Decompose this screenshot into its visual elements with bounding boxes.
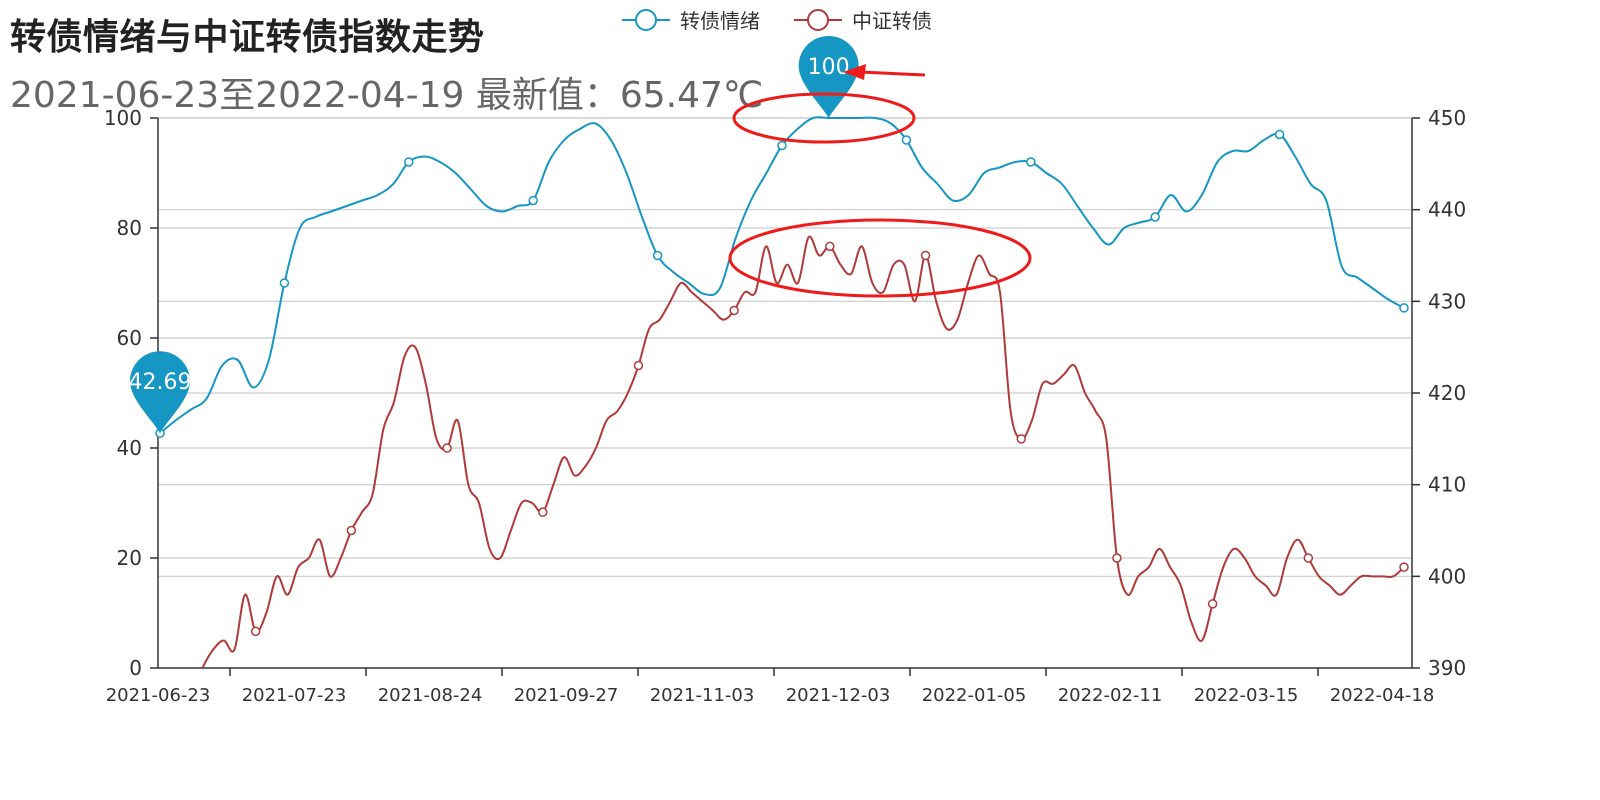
legend-label: 中证转债: [852, 9, 932, 33]
legend-marker: [807, 9, 829, 31]
y-left-tick-label: 100: [104, 106, 142, 130]
pin-shape: [798, 36, 859, 118]
pin-shape: [130, 351, 190, 434]
point-marker-sentiment: [279, 278, 290, 288]
x-tick-label: 2021-09-27: [514, 685, 619, 706]
point-marker-index: [442, 443, 452, 453]
point-marker-index: [920, 250, 931, 261]
point-marker-index: [1207, 599, 1218, 609]
x-tick-label: 2022-03-15: [1194, 685, 1299, 706]
point-marker-index: [250, 626, 261, 637]
point-marker-index: [825, 241, 835, 252]
x-tick-label: 2022-04-18: [1330, 685, 1435, 706]
pin-marker: 42.69: [129, 351, 192, 434]
point-marker-index: [346, 525, 357, 536]
legend-label: 转债情绪: [680, 9, 760, 33]
series-line-index: [201, 235, 1405, 668]
pin-marker: 100: [798, 36, 859, 118]
annotations: 42.69 100: [129, 36, 1032, 434]
pin-label: 100: [808, 55, 850, 80]
point-marker-sentiment: [1150, 212, 1160, 222]
y-right-tick-label: 430: [1428, 289, 1466, 313]
chart-subtitle: 2021-06-23至2022-04-19 最新值：65.47℃: [10, 75, 764, 116]
point-marker-sentiment: [404, 157, 414, 167]
legend[interactable]: 转债情绪 中证转债: [622, 9, 932, 33]
point-marker-sentiment: [1274, 129, 1285, 140]
y-right-tick-label: 410: [1428, 473, 1466, 497]
point-marker-sentiment: [528, 195, 538, 206]
x-tick-label: 2021-11-03: [650, 685, 755, 706]
y-right-tick-label: 390: [1428, 656, 1466, 680]
point-marker-sentiment: [901, 135, 912, 145]
arrow-head: [843, 64, 866, 80]
y-left-tick-label: 20: [117, 546, 142, 570]
y-right-tick-label: 420: [1428, 381, 1466, 405]
point-marker-index: [538, 507, 548, 517]
point-marker-index: [1399, 562, 1409, 572]
x-tick-label: 2022-02-11: [1058, 685, 1163, 706]
y-right-tick-label: 400: [1428, 564, 1466, 588]
point-marker-sentiment: [652, 250, 663, 261]
gridlines: [158, 117, 1412, 577]
point-marker-index: [729, 305, 739, 316]
point-marker-index: [1112, 553, 1122, 563]
y-right-tick-label: 450: [1428, 106, 1466, 130]
x-tick-label: 2021-07-23: [242, 685, 347, 706]
point-marker-sentiment: [777, 140, 787, 151]
pin-label: 42.69: [129, 370, 192, 395]
axes: 0 20 40 60 80 100 390 400 410 420 430 440 450 2021-06…: [104, 106, 1466, 706]
chart-title: 转债情绪与中证转债指数走势: [10, 17, 485, 58]
y-right-tick-label: 440: [1428, 198, 1466, 222]
arrow-shaft: [859, 70, 926, 77]
y-left-tick-label: 0: [129, 656, 142, 680]
legend-marker: [635, 9, 657, 31]
point-marker-index: [633, 360, 644, 371]
x-tick-label: 2021-08-24: [378, 685, 483, 706]
point-marker-index: [1016, 434, 1026, 444]
highlight-ellipse-peak: [732, 92, 916, 144]
x-tick-label: 2021-06-23: [106, 685, 211, 706]
y-left-tick-label: 60: [117, 326, 142, 350]
point-marker-index: [1303, 553, 1314, 563]
point-marker-sentiment: [1026, 157, 1036, 167]
x-tick-label: 2022-01-05: [922, 685, 1027, 706]
y-left-tick-label: 80: [117, 216, 142, 240]
series-layer: [155, 116, 1409, 668]
point-marker-sentiment: [1399, 303, 1409, 313]
x-tick-label: 2021-12-03: [786, 685, 891, 706]
y-left-tick-label: 40: [117, 436, 142, 460]
highlight-ellipse-index: [728, 218, 1032, 298]
